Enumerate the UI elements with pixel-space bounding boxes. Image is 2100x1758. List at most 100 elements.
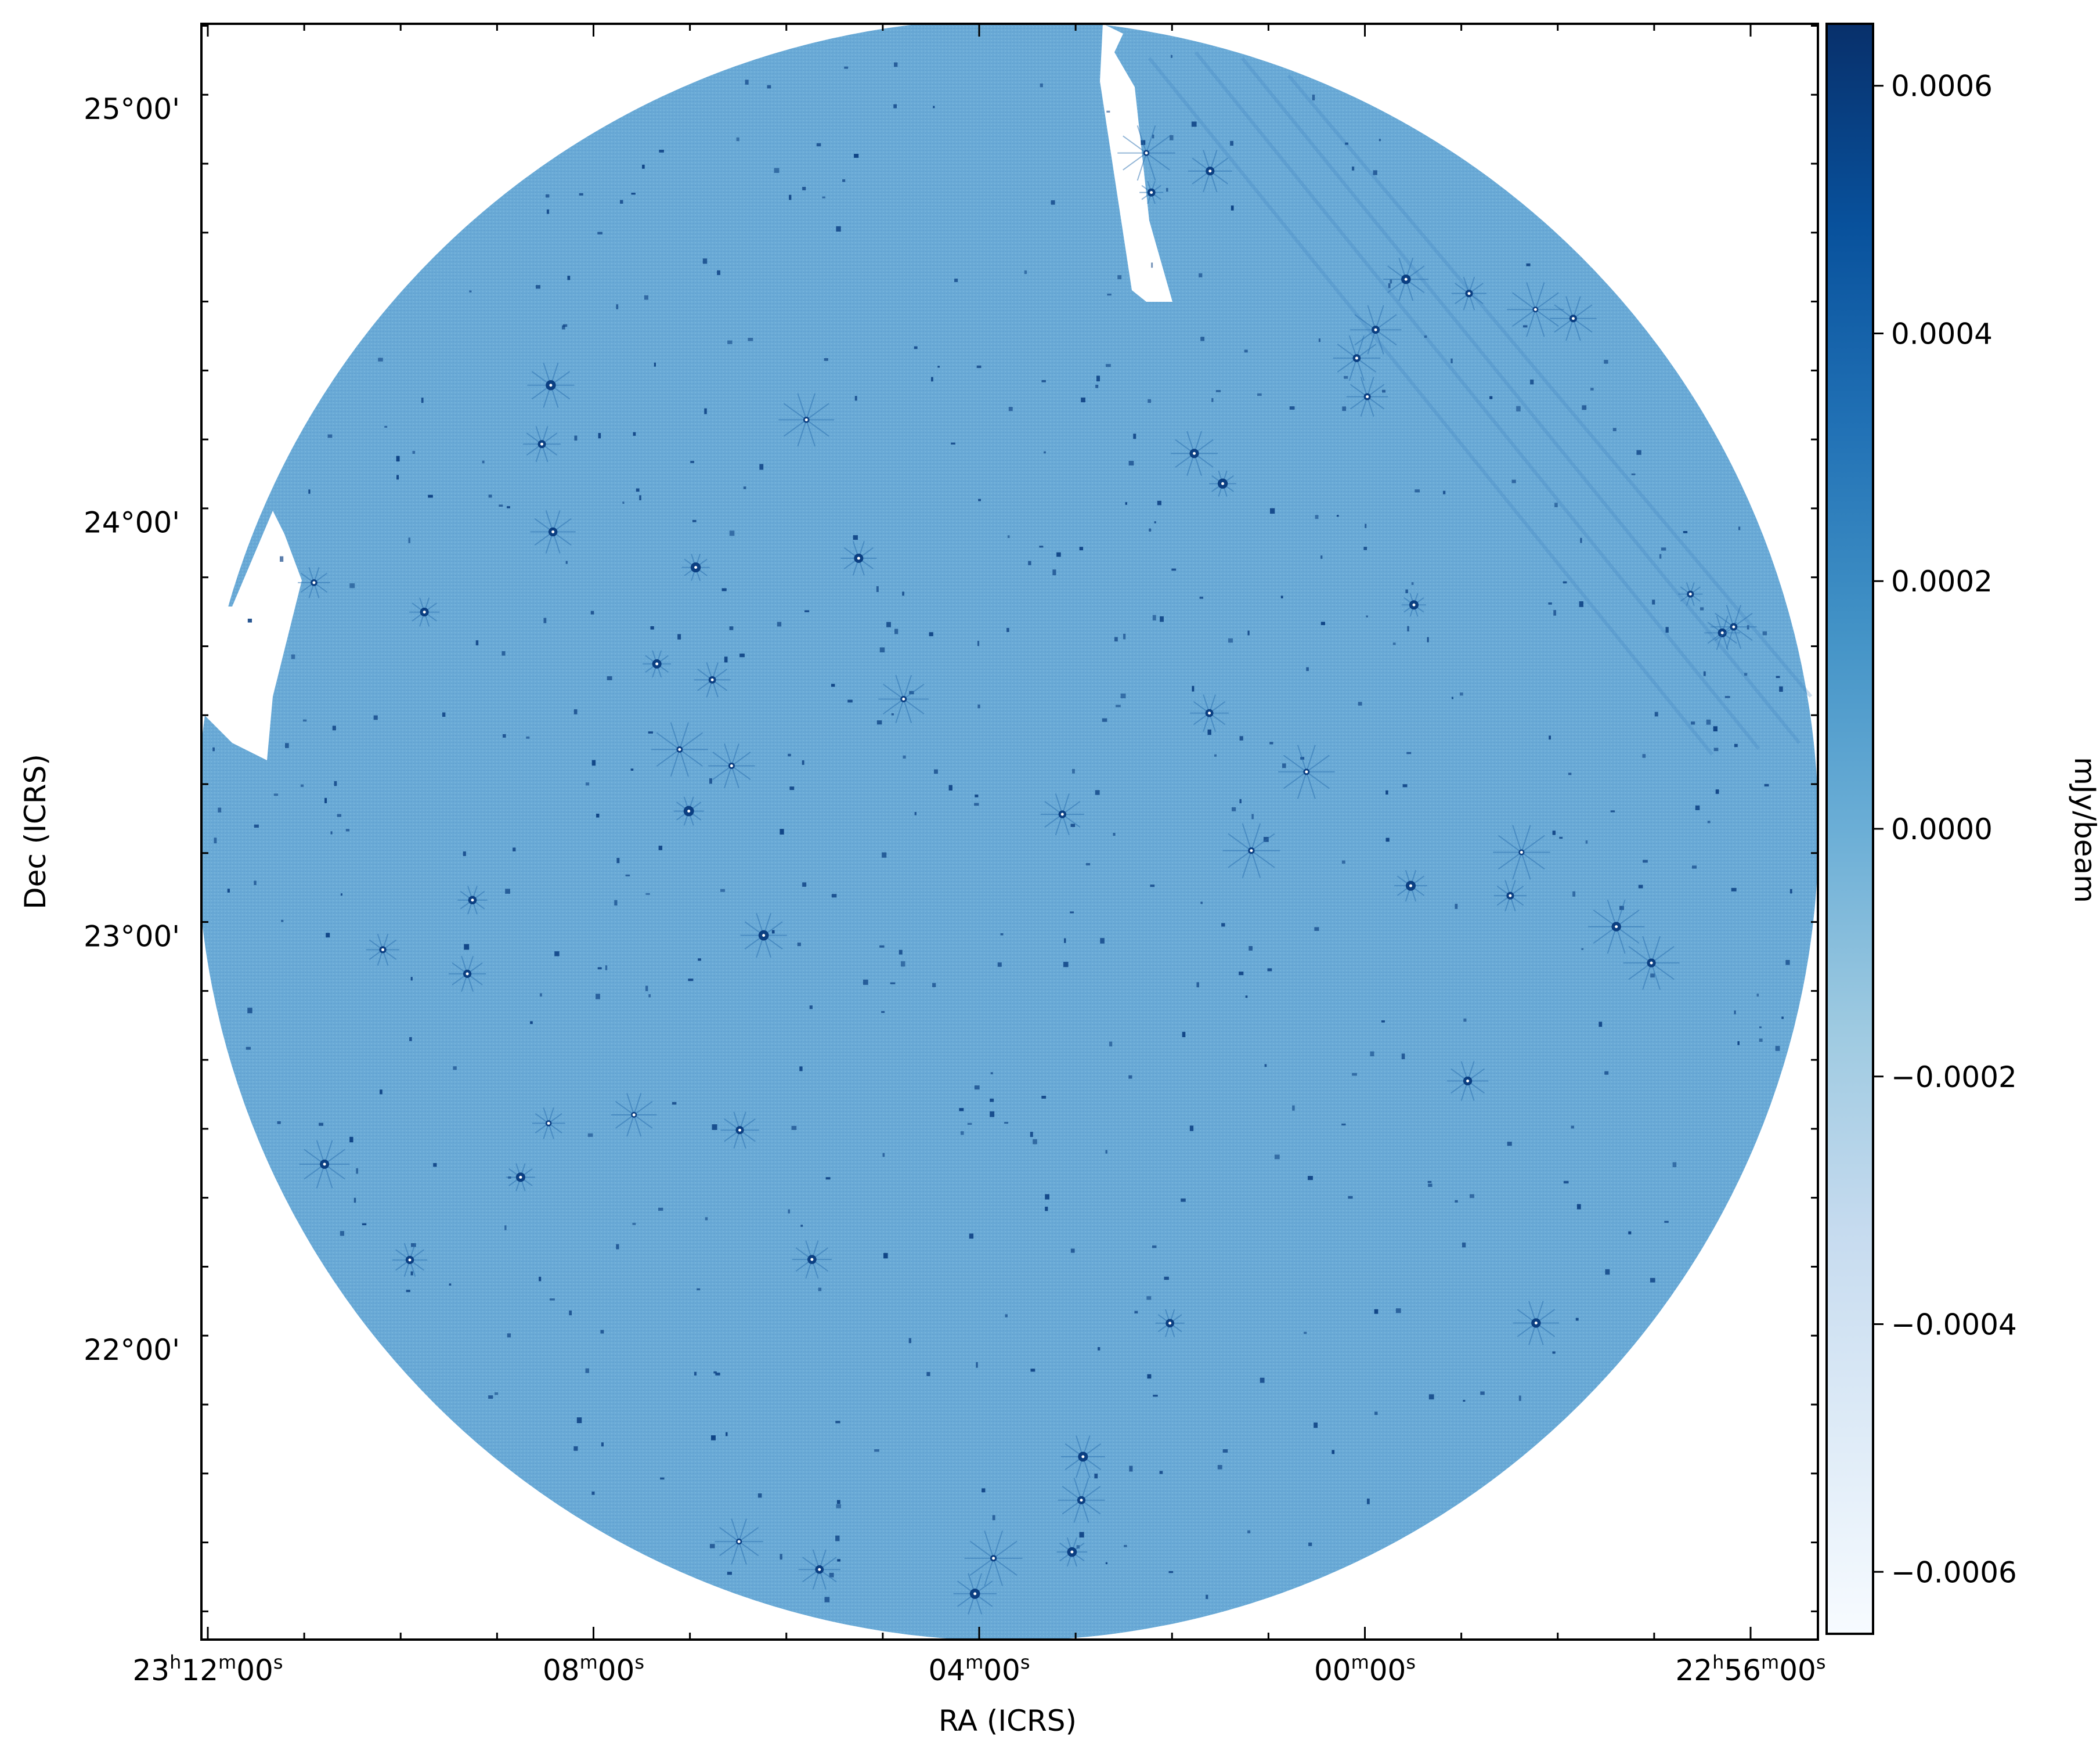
faint-source: [453, 1066, 457, 1070]
faint-source: [1217, 1465, 1222, 1470]
bright-source: [1507, 282, 1564, 337]
faint-source: [816, 143, 821, 147]
faint-source: [777, 622, 782, 627]
faint-source: [1123, 633, 1126, 640]
faint-source: [650, 626, 654, 630]
faint-source: [356, 1168, 359, 1174]
faint-source: [1181, 1198, 1186, 1202]
faint-source: [1388, 283, 1391, 288]
faint-source: [1549, 735, 1551, 740]
faint-source: [1342, 406, 1347, 411]
faint-source: [1094, 1474, 1098, 1479]
bright-source: [611, 1093, 657, 1137]
faint-source: [218, 807, 222, 813]
x-tick-label: 22h​56m​00s​: [1676, 1651, 1826, 1687]
faint-source: [1672, 1162, 1677, 1167]
faint-source: [284, 743, 289, 748]
faint-source: [340, 1231, 344, 1236]
faint-source: [630, 768, 634, 771]
faint-source: [990, 1111, 995, 1117]
faint-source: [951, 442, 955, 445]
faint-source: [659, 149, 664, 153]
bright-source: [1711, 604, 1757, 649]
faint-source: [567, 276, 571, 280]
faint-source: [573, 709, 578, 714]
faint-source: [1703, 671, 1706, 676]
faint-source: [254, 880, 257, 885]
colorbar-tick-label: 0.0002: [1891, 565, 1993, 598]
faint-source: [326, 933, 330, 938]
faint-source: [1239, 972, 1244, 976]
faint-source: [1428, 1183, 1433, 1187]
bright-source: [694, 662, 731, 698]
faint-source: [1638, 885, 1643, 889]
faint-source: [1734, 1010, 1736, 1015]
faint-source: [900, 961, 905, 967]
faint-source: [824, 358, 828, 361]
faint-source: [1159, 1471, 1163, 1474]
faint-source: [373, 715, 378, 720]
faint-source: [809, 1005, 813, 1009]
faint-source: [273, 793, 279, 796]
bright-source: [1056, 1537, 1088, 1567]
colorbar-tick-label: −0.0002: [1891, 1060, 2017, 1094]
faint-source: [1683, 530, 1688, 533]
faint-source: [499, 504, 503, 507]
faint-source: [246, 1046, 251, 1050]
faint-source: [1642, 754, 1646, 758]
faint-source: [969, 1233, 974, 1239]
bright-source: [1222, 823, 1280, 878]
faint-source: [976, 1362, 978, 1368]
faint-source: [893, 104, 897, 109]
faint-source: [227, 889, 230, 893]
faint-source: [694, 1371, 697, 1376]
faint-source: [1146, 1296, 1152, 1300]
faint-source: [1044, 451, 1046, 454]
faint-source: [1249, 946, 1253, 951]
faint-source: [1734, 743, 1738, 748]
bright-source: [1171, 431, 1218, 476]
faint-source: [1738, 526, 1741, 530]
faint-source: [1100, 938, 1105, 944]
faint-source: [1553, 610, 1556, 616]
y-axis-label: Dec (ICRS): [19, 754, 52, 909]
faint-source: [791, 1125, 797, 1130]
faint-source: [565, 561, 568, 564]
faint-source: [914, 346, 918, 349]
faint-source: [1455, 904, 1458, 909]
colorbar-label: mJy/beam: [2068, 757, 2100, 903]
faint-source: [1395, 1308, 1401, 1313]
faint-source: [804, 610, 810, 612]
faint-source: [535, 285, 540, 289]
faint-source: [1211, 398, 1214, 402]
faint-source: [713, 1371, 717, 1374]
faint-source: [1095, 790, 1100, 795]
faint-source: [931, 377, 933, 382]
faint-source: [1052, 569, 1056, 576]
bright-source: [715, 1518, 763, 1565]
faint-source: [853, 535, 858, 540]
faint-source: [854, 396, 857, 401]
bright-source: [1190, 694, 1229, 732]
faint-source: [596, 994, 600, 999]
faint-source: [1469, 1194, 1474, 1199]
faint-source: [1789, 889, 1792, 894]
bright-source: [1513, 1301, 1560, 1345]
faint-source: [1579, 601, 1583, 607]
faint-source: [1007, 535, 1010, 539]
faint-source: [573, 1446, 578, 1451]
bright-source: [953, 1573, 997, 1615]
faint-source: [1715, 789, 1719, 794]
faint-source: [1041, 1096, 1047, 1099]
faint-source: [384, 425, 388, 428]
faint-source: [349, 583, 355, 589]
faint-source: [1129, 1465, 1133, 1472]
faint-source: [562, 325, 565, 330]
colorbar-gradient: [1827, 24, 1873, 1634]
faint-source: [1628, 1231, 1632, 1234]
faint-source: [1124, 1544, 1127, 1547]
faint-source: [1451, 696, 1453, 699]
faint-source: [590, 611, 594, 615]
faint-source: [818, 1287, 822, 1291]
faint-source: [960, 1131, 964, 1135]
